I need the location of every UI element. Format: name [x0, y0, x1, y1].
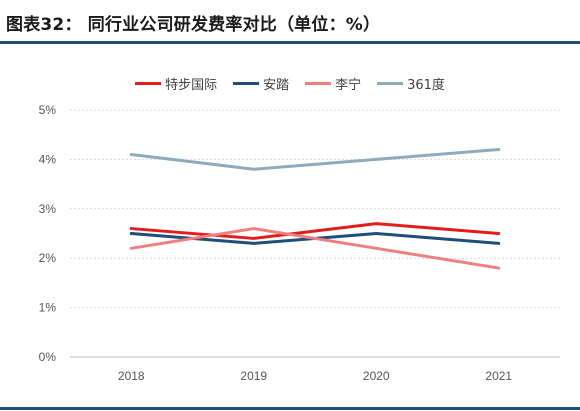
- legend-swatch: [305, 82, 332, 85]
- top-rule: [0, 41, 580, 44]
- x-tick-label: 2021: [485, 369, 512, 383]
- legend-swatch: [135, 82, 162, 85]
- x-tick-label: 2020: [363, 369, 390, 383]
- figure-header: 图表32： 同行业公司研发费率对比（单位：%）: [0, 0, 580, 44]
- y-tick-label: 4%: [39, 152, 57, 166]
- legend-label: 特步国际: [165, 78, 218, 93]
- series-line: [129, 222, 501, 240]
- y-tick-label: 3%: [39, 202, 57, 216]
- series-line: [129, 148, 501, 171]
- legend-item: 特步国际: [135, 74, 217, 93]
- y-tick-label: 0%: [39, 350, 57, 364]
- legend-swatch: [377, 82, 404, 85]
- y-tick-label: 5%: [39, 103, 57, 117]
- series-line: [129, 227, 501, 270]
- legend-item: 361度: [377, 74, 445, 93]
- y-tick-label: 2%: [39, 251, 57, 265]
- figure-title: 图表32： 同行业公司研发费率对比（单位：%）: [6, 15, 381, 35]
- y-tick-label: 1%: [39, 301, 57, 315]
- legend-swatch: [233, 82, 260, 85]
- legend-label: 李宁: [335, 78, 362, 93]
- legend-item: 李宁: [305, 74, 361, 93]
- legend-label: 361度: [407, 78, 445, 93]
- legend-item: 安踏: [233, 74, 289, 93]
- x-tick-label: 2018: [118, 369, 145, 383]
- bottom-rule: [0, 407, 580, 410]
- x-tick-label: 2019: [240, 369, 267, 383]
- legend-label: 安踏: [263, 78, 290, 93]
- chart-legend: 特步国际 安踏 李宁 361度: [0, 74, 580, 93]
